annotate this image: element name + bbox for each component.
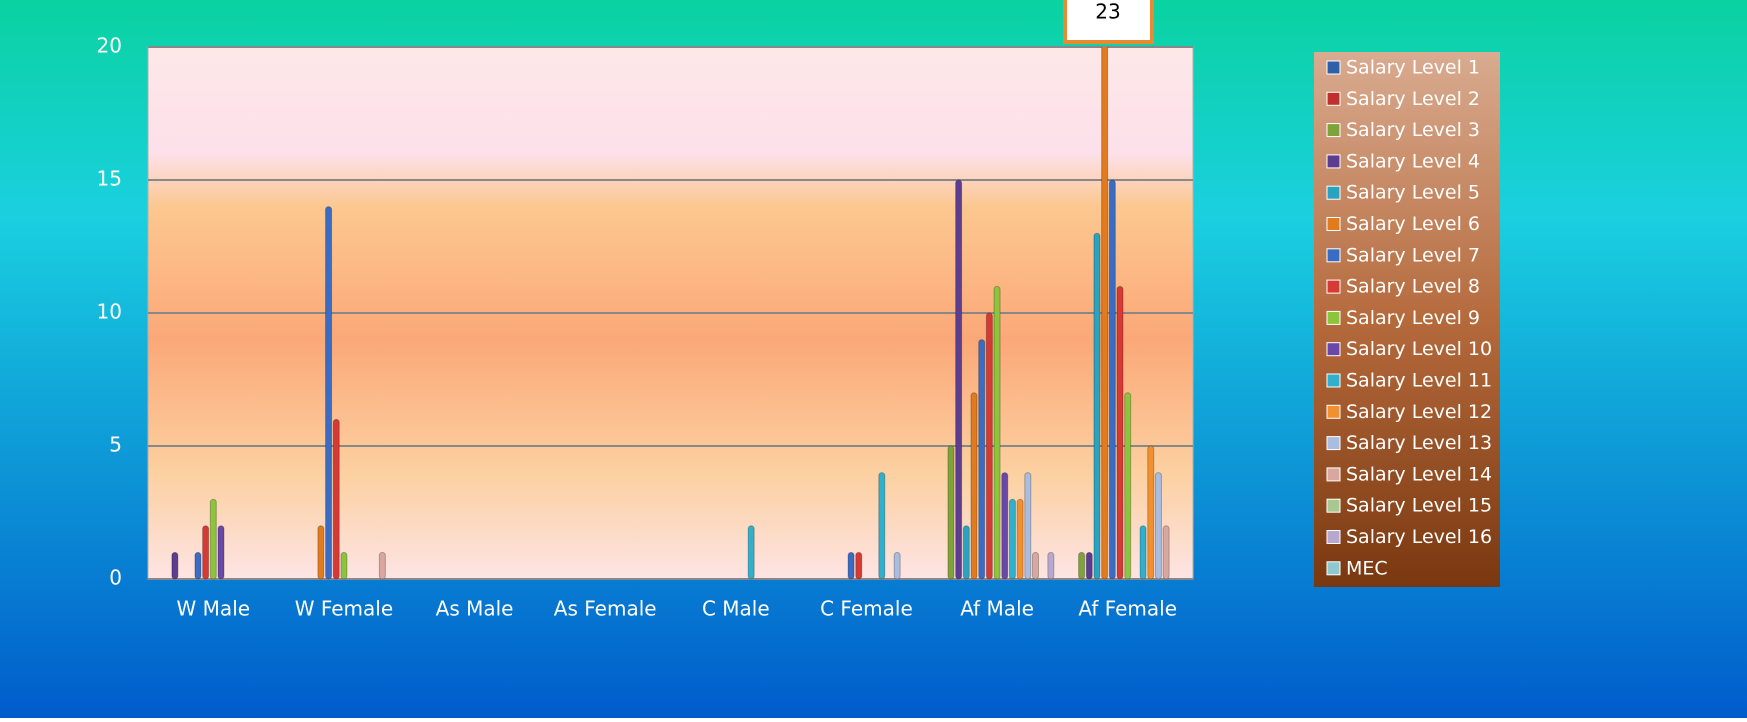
legend-label: Salary Level 4 — [1346, 150, 1480, 172]
legend-swatch — [1326, 342, 1341, 357]
x-tick-label: C Male — [702, 597, 770, 621]
data-label-box — [1063, 0, 1154, 44]
bar — [1154, 472, 1162, 580]
legend-label: Salary Level 12 — [1346, 401, 1492, 423]
legend-label: Salary Level 6 — [1346, 213, 1480, 235]
legend-label: Salary Level 10 — [1346, 338, 1492, 360]
y-tick-label: 20 — [97, 34, 122, 58]
y-tick-label: 5 — [109, 433, 122, 457]
legend-swatch — [1326, 373, 1341, 388]
bar — [985, 312, 993, 580]
bar — [1139, 525, 1147, 580]
legend-label: Salary Level 5 — [1346, 182, 1480, 204]
bar — [878, 472, 886, 580]
legend-label: Salary Level 7 — [1346, 244, 1480, 266]
bar — [1031, 551, 1039, 580]
y-tick-label: 0 — [109, 566, 122, 590]
x-tick-label: As Male — [436, 597, 514, 621]
bar — [993, 285, 1001, 580]
bar — [1016, 498, 1024, 580]
legend-swatch — [1326, 60, 1341, 75]
x-tick-label: Af Male — [960, 597, 1034, 621]
bar — [893, 551, 901, 580]
legend-label: MEC — [1346, 557, 1388, 579]
bar — [209, 498, 217, 580]
bar — [171, 551, 179, 580]
legend-swatch — [1326, 248, 1341, 263]
bar — [978, 339, 986, 580]
bar — [217, 525, 225, 580]
bar — [955, 179, 963, 580]
legend-swatch — [1326, 561, 1341, 576]
legend-swatch — [1326, 279, 1341, 294]
bar — [847, 551, 855, 580]
bar — [1162, 525, 1170, 580]
bar — [378, 551, 386, 580]
bar — [962, 525, 970, 580]
legend-swatch — [1326, 310, 1341, 325]
y-tick-label: 10 — [97, 300, 122, 324]
bar — [1008, 498, 1016, 580]
legend-label: Salary Level 3 — [1346, 119, 1480, 141]
legend-swatch — [1326, 436, 1341, 451]
bar — [194, 551, 202, 580]
legend-label: Salary Level 13 — [1346, 432, 1492, 454]
legend-label: Salary Level 15 — [1346, 495, 1492, 517]
legend-swatch — [1326, 217, 1341, 231]
x-tick-label: W Female — [295, 597, 393, 621]
legend-swatch — [1326, 123, 1341, 138]
y-tick-label: 15 — [97, 167, 122, 191]
legend-swatch — [1326, 404, 1341, 419]
bar — [1124, 392, 1132, 580]
bar — [747, 525, 755, 580]
bar — [317, 525, 325, 580]
bar — [855, 551, 863, 580]
legend-label: Salary Level 11 — [1346, 370, 1492, 392]
legend-swatch — [1326, 154, 1341, 169]
bar — [1085, 551, 1093, 580]
x-tick-label: W Male — [177, 597, 251, 621]
bar — [1101, 47, 1109, 580]
bar — [1116, 285, 1124, 580]
bar — [1024, 472, 1032, 580]
legend-swatch — [1326, 498, 1341, 513]
legend-label: Salary Level 14 — [1346, 463, 1492, 485]
bar — [947, 445, 955, 580]
legend-swatch — [1326, 530, 1341, 544]
bar — [325, 206, 333, 580]
x-tick-label: As Female — [554, 597, 657, 621]
legend-label: Salary Level 16 — [1346, 526, 1492, 548]
bar — [1108, 179, 1116, 580]
bar — [202, 525, 210, 580]
legend-label: Salary Level 2 — [1346, 88, 1480, 110]
legend-label: Salary Level 8 — [1346, 276, 1480, 298]
bar — [1093, 232, 1101, 580]
bar — [1078, 551, 1086, 580]
x-tick-label: C Female — [820, 597, 913, 621]
bar — [970, 392, 978, 580]
bar — [1047, 551, 1055, 580]
legend-label: Salary Level 9 — [1346, 307, 1480, 329]
bar — [332, 418, 340, 580]
legend-box — [1314, 52, 1500, 587]
legend-label: Salary Level 1 — [1346, 57, 1480, 79]
legend-swatch — [1326, 467, 1341, 482]
bar — [1001, 472, 1009, 580]
data-label: 23 — [1095, 0, 1120, 24]
legend-swatch — [1326, 185, 1341, 200]
x-tick-label: Af Female — [1078, 597, 1177, 621]
legend-swatch — [1326, 91, 1341, 106]
bar — [1147, 445, 1155, 580]
bar — [340, 551, 348, 580]
